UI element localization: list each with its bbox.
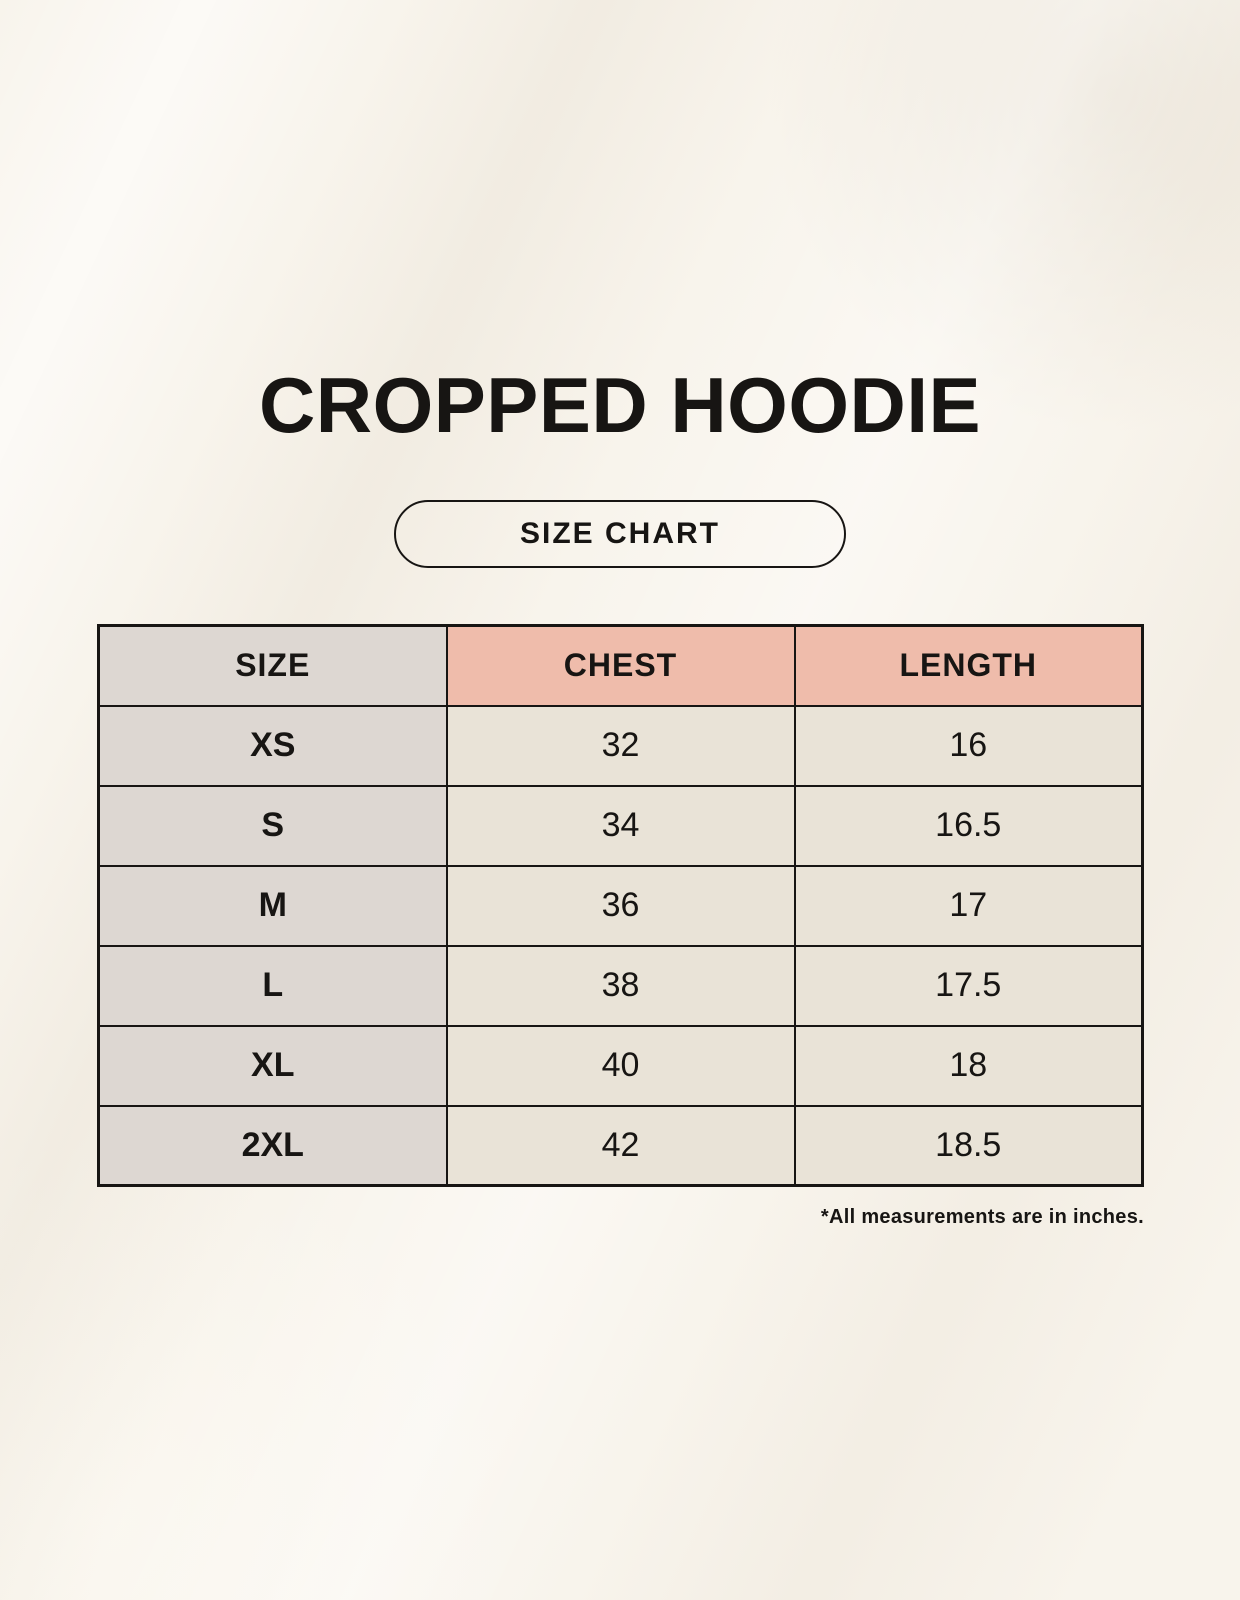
- size-label: M: [97, 864, 448, 947]
- size-chart-badge[interactable]: SIZE CHART: [394, 500, 846, 568]
- page-title: CROPPED HOODIE: [258, 361, 982, 449]
- table-row: L 38 17.5: [97, 944, 1144, 1027]
- table-row: 2XL 42 18.5: [97, 1104, 1144, 1187]
- table-row: M 36 17: [97, 864, 1144, 947]
- header-size: SIZE: [97, 624, 448, 707]
- chest-value: 36: [445, 864, 796, 947]
- length-value: 18.5: [793, 1104, 1144, 1187]
- length-value: 17.5: [793, 944, 1144, 1027]
- length-value: 18: [793, 1024, 1144, 1107]
- size-label: 2XL: [97, 1104, 448, 1187]
- size-chart-badge-label: SIZE CHART: [520, 517, 720, 550]
- measurements-footnote: *All measurements are in inches.: [820, 1206, 1144, 1228]
- chest-value: 40: [445, 1024, 796, 1107]
- chest-value: 42: [445, 1104, 796, 1187]
- table-header-row: SIZE CHEST LENGTH: [97, 624, 1144, 707]
- chest-value: 38: [445, 944, 796, 1027]
- table-row: XL 40 18: [97, 1024, 1144, 1107]
- size-label: S: [97, 784, 448, 867]
- size-label: XS: [97, 704, 448, 787]
- length-value: 16: [793, 704, 1144, 787]
- table-row: XS 32 16: [97, 704, 1144, 787]
- size-table: SIZE CHEST LENGTH XS 32 16 S 34 16.5 M 3…: [97, 624, 1144, 1187]
- length-value: 17: [793, 864, 1144, 947]
- size-label: L: [97, 944, 448, 1027]
- size-chart-table: SIZE CHEST LENGTH XS 32 16 S 34 16.5 M 3…: [97, 624, 1144, 1187]
- table-row: S 34 16.5: [97, 784, 1144, 867]
- chest-value: 34: [445, 784, 796, 867]
- header-length: LENGTH: [793, 624, 1144, 707]
- chest-value: 32: [445, 704, 796, 787]
- size-label: XL: [97, 1024, 448, 1107]
- header-chest: CHEST: [445, 624, 796, 707]
- length-value: 16.5: [793, 784, 1144, 867]
